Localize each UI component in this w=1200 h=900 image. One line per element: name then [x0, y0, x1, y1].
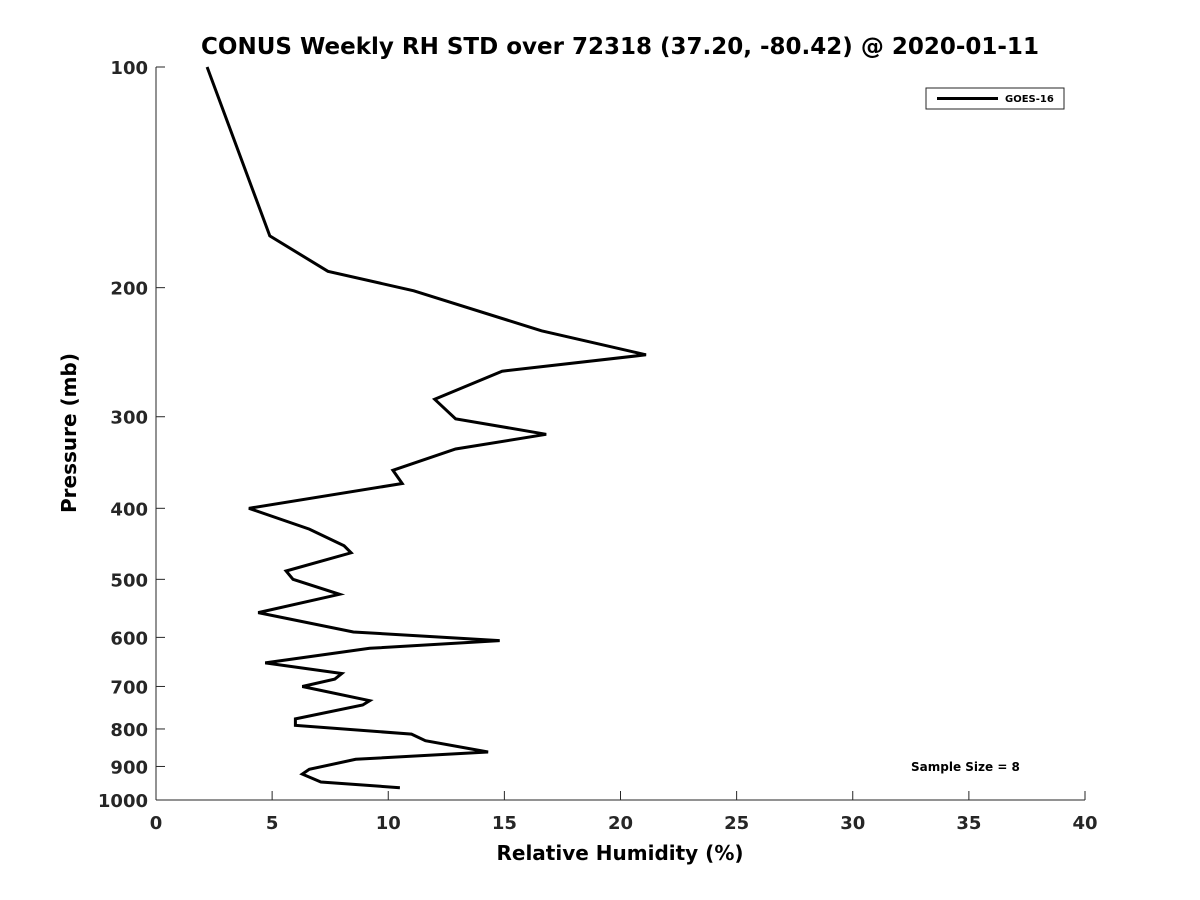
y-tick-label: 500	[110, 570, 148, 591]
y-tick-label: 900	[110, 757, 148, 778]
x-tick-label: 5	[266, 813, 279, 834]
x-tick-label: 0	[150, 813, 163, 834]
series-group	[205, 66, 647, 790]
x-tick-label: 30	[840, 813, 865, 834]
x-tick-label: 25	[724, 813, 749, 834]
y-axis-label: Pressure (mb)	[57, 353, 81, 513]
x-tick-label: 10	[376, 813, 401, 834]
series-line-goes-16	[205, 66, 647, 790]
x-tick-label: 15	[492, 813, 517, 834]
sample-size-annotation: Sample Size = 8	[911, 760, 1020, 774]
x-ticks: 0 5 10 15 20 25 30 35 40	[150, 791, 1098, 834]
y-tick-label: 200	[110, 279, 148, 300]
chart-title: CONUS Weekly RH STD over 72318 (37.20, -…	[201, 34, 1039, 60]
y-tick-label: 1000	[98, 791, 148, 812]
x-tick-label: 35	[956, 813, 981, 834]
x-tick-label: 20	[608, 813, 633, 834]
legend-label: GOES-16	[1005, 94, 1054, 105]
legend: GOES-16	[925, 87, 1065, 110]
plot-axes	[155, 67, 1085, 801]
y-tick-label: 300	[110, 408, 148, 429]
y-ticks: 100 200 300 400 500 600 700 800 900 1000	[98, 58, 165, 812]
y-tick-label: 400	[110, 499, 148, 520]
x-tick-label: 40	[1072, 813, 1097, 834]
y-tick-label: 600	[110, 628, 148, 649]
y-tick-label: 700	[110, 677, 148, 698]
x-axis-label: Relative Humidity (%)	[496, 841, 743, 865]
y-tick-label: 100	[110, 58, 148, 79]
y-tick-label: 800	[110, 720, 148, 741]
